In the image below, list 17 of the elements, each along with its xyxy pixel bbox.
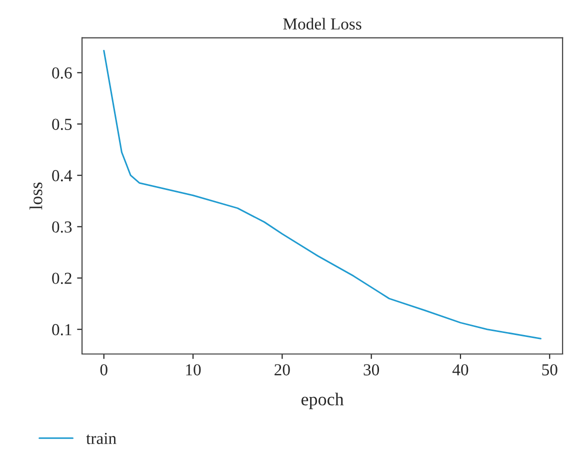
y-tick-label: 0.2 (52, 272, 72, 284)
x-tick-label: 50 (542, 364, 558, 376)
x-tick-label: 10 (186, 364, 201, 376)
x-tick-label: 20 (274, 364, 290, 376)
y-tick-label: 0.1 (52, 324, 72, 336)
y-tick-label: 0.4 (52, 170, 72, 182)
x-tick-label: 30 (364, 364, 380, 376)
y-tick-label: 0.3 (52, 221, 72, 233)
y-tick-label: 0.6 (52, 67, 72, 79)
line-series (103, 50, 542, 340)
x-tick-label: 0 (100, 364, 108, 376)
legend-label: train (86, 432, 116, 444)
x-axis-title: epoch (301, 392, 344, 410)
chart-title: Model Loss (283, 18, 362, 30)
y-tick-label: 0.5 (52, 118, 72, 130)
y-axis-title: loss (30, 182, 42, 210)
x-tick-label: 40 (452, 364, 468, 376)
